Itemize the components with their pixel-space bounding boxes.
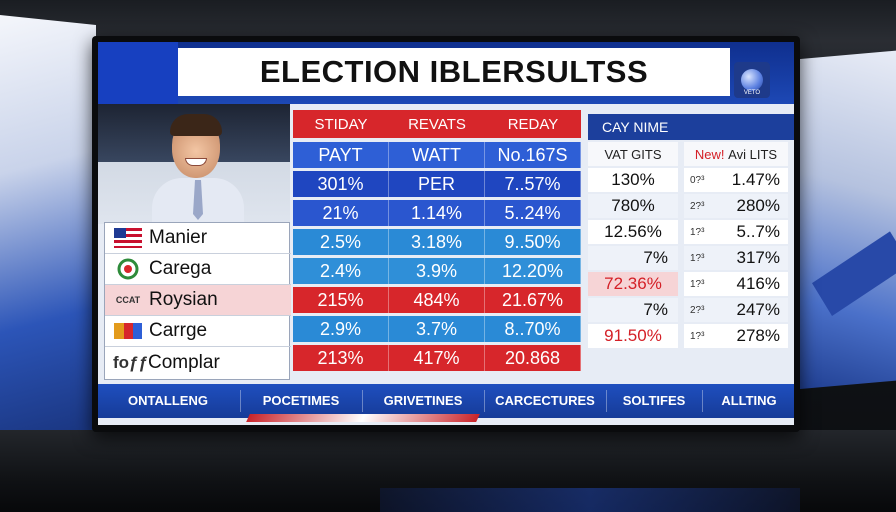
column-header: VAT GITS [588,142,678,166]
table-cell: 20.868 [485,345,581,371]
candidate-row: Manier [105,223,291,254]
candidate-row: Carega [105,254,291,285]
column-header: REDAY [507,115,559,133]
table-cell: 1?³ 278% [684,324,788,348]
text-icon: foƒƒ [113,352,148,372]
vat-gits-column: VAT GITS 130% 780% 12.56% 7% 72.36% 7% 9… [588,142,678,360]
table-cell: 0?³ 1.47% [684,168,788,192]
table-cell: 2?³ 247% [684,298,788,322]
table-cell: 5..24% [485,200,581,226]
table-row: 301% PER 7..57% [293,171,581,197]
table-cell: 213% [293,345,389,371]
table-cell: 2.5% [293,229,389,255]
globe-icon [741,69,763,91]
ticker-tab[interactable]: POCETIMES [262,393,340,408]
table-cell: PAYT [293,142,389,168]
candidate-name: Carrge [149,320,208,341]
table-cell: 301% [293,171,389,197]
ticker-tab[interactable]: SOLTIFES [622,393,686,408]
candidate-row: CCAT Roysian [105,285,291,316]
candidate-row: foƒƒ Complar [105,347,291,378]
table-row: 2.5% 3.18% 9..50% [293,229,581,255]
anchor-video [98,104,290,224]
left-studio-panel [0,14,96,446]
ticker-tab[interactable]: ONTALLENG [128,393,208,408]
logo-text: VETO [743,90,761,96]
table-cell: 1?³ 317% [684,246,788,270]
table-cell: 130% [588,168,678,192]
results-header: STIDAY REVATS REDAY [293,110,581,138]
table-cell: 72.36% [588,272,678,296]
table-cell: 1.14% [389,200,485,226]
ticker-tab[interactable]: CARCECTURES [495,393,595,408]
column-header-label: Avi LITS [728,146,778,162]
table-cell: 2.9% [293,316,389,342]
table-row: 213% 417% 20.868 [293,345,581,371]
candidate-name: Complar [147,351,220,373]
candidate-name: Carega [149,258,212,279]
flag-block [98,42,178,104]
table-cell: PER [389,171,485,197]
table-cell: 12.20% [485,258,581,284]
news-anchor [152,114,244,224]
wreath-icon [113,258,143,280]
table-cell: 3.18% [389,229,485,255]
table-cell: 21% [293,200,389,226]
table-cell: No.167S [485,142,581,168]
table-cell: 3.7% [389,316,485,342]
column-header: REVATS [408,115,466,133]
candidate-list: Manier Carega CCAT Roysian Carrge foƒƒ C… [104,222,291,380]
table-row: 2.4% 3.9% 12.20% [293,258,581,284]
table-cell: 1?³ 416% [684,272,788,296]
title-bar: ELECTION IBLERSULTSS VETO [98,42,794,104]
table-row: 2.9% 3.7% 8..70% [293,316,581,342]
candidate-row: Carrge [105,316,291,347]
table-cell: 12.56% [588,220,678,244]
page-title: ELECTION IBLERSULTSS [178,48,730,96]
table-row: PAYT WATT No.167S [293,142,581,168]
table-cell: 21.67% [485,287,581,313]
results-table: PAYT WATT No.167S 301% PER 7..57% 21% 1.14% 5..2… [293,142,581,374]
column-header: New! Avi LITS [684,142,788,166]
avi-lits-column: New! Avi LITS 0?³ 1.47% 2?³ 280% 1?³ 5..7% … [684,142,788,360]
candidate-name: Roysian [149,289,218,310]
us-flag-icon [113,228,143,248]
table-cell: 7% [588,246,678,270]
decorative-stripe [246,414,480,422]
table-cell: 7% [588,298,678,322]
table-cell: 780% [588,194,678,218]
table-cell: 7..57% [485,171,581,197]
ticker-tab[interactable]: ALLTING [721,393,777,408]
right-studio-panel [796,50,896,390]
table-cell: 2.4% [293,258,389,284]
ticker-tab[interactable]: GRIVETINES [383,393,463,408]
table-cell: 2?³ 280% [684,194,788,218]
table-cell: 91.50% [588,324,678,348]
table-cell: 484% [389,287,485,313]
bottom-ticker: ONTALLENG POCETIMES GRIVETINES CARCECTUR… [98,384,794,418]
column-header: STIDAY [314,115,368,133]
table-row: 215% 484% 21.67% [293,287,581,313]
table-cell: 215% [293,287,389,313]
network-logo-icon: VETO [734,62,770,98]
candidate-name: Manier [149,227,208,248]
table-cell: 417% [389,345,485,371]
flag-icon [113,321,143,341]
table-cell: WATT [389,142,485,168]
table-cell: 3.9% [389,258,485,284]
seal-icon: CCAT [115,295,141,305]
table-cell: 1?³ 5..7% [684,220,788,244]
side-header: CAY NIME [588,114,794,140]
results-screen: ELECTION IBLERSULTSS VETO Manier Carega … [98,42,794,425]
studio-floor [0,430,896,512]
table-cell: 9..50% [485,229,581,255]
table-row: 21% 1.14% 5..24% [293,200,581,226]
table-cell: 8..70% [485,316,581,342]
new-badge: New! [694,146,725,162]
